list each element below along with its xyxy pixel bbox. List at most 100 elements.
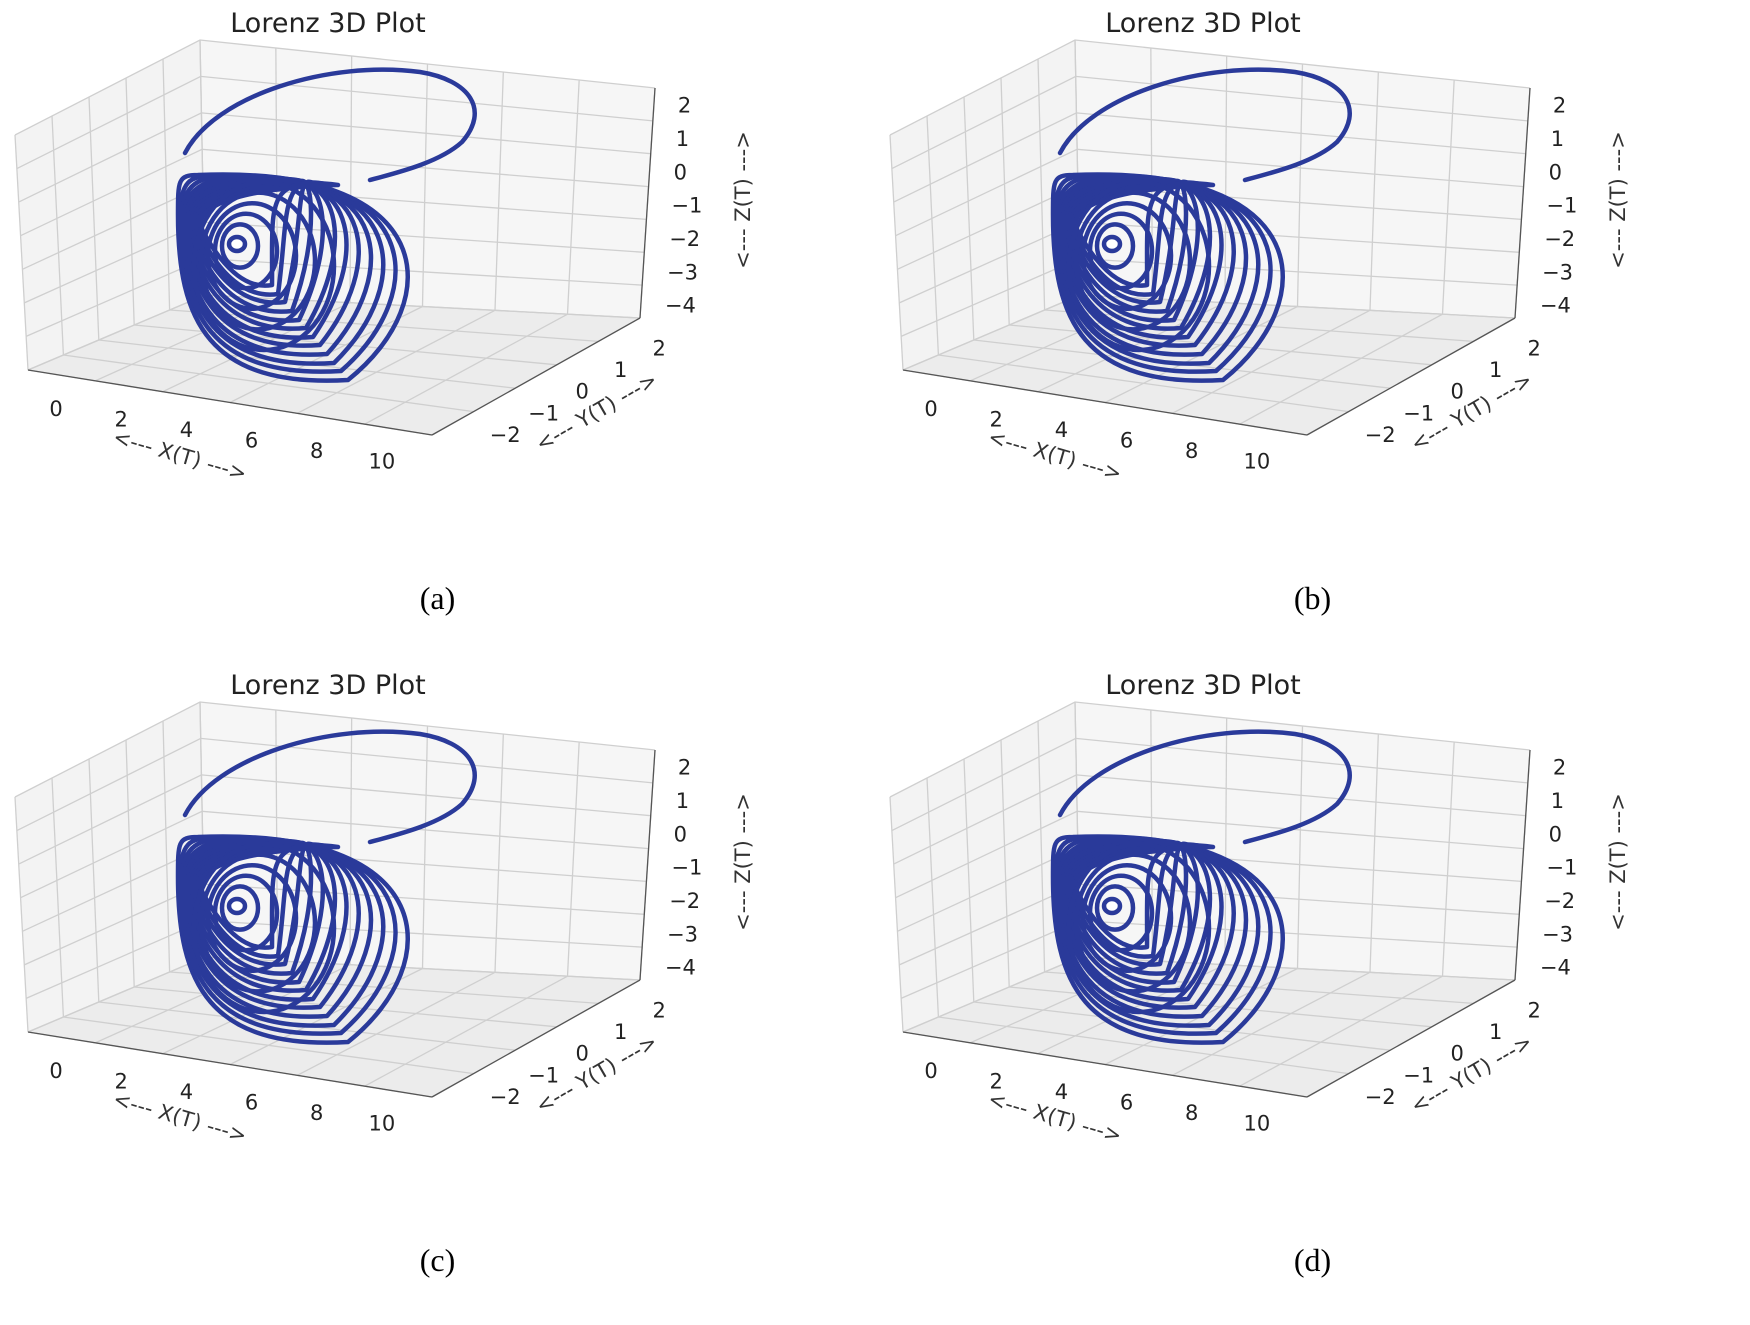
y-axis-line bbox=[1306, 317, 1516, 436]
x-axis-line bbox=[902, 369, 1308, 436]
grid-line bbox=[349, 717, 353, 965]
trajectory-loop bbox=[1052, 173, 1273, 374]
z-tick-label: −3 bbox=[1542, 260, 1573, 284]
grid-line bbox=[1000, 739, 1010, 988]
x-tick-label: 4 bbox=[180, 418, 193, 442]
z-tick-label: −1 bbox=[671, 194, 702, 218]
trajectory-loop bbox=[1052, 835, 1273, 1036]
chart-title: Lorenz 3D Plot bbox=[230, 670, 426, 701]
grid-line bbox=[1224, 717, 1228, 965]
z-axis-label: <--- Z(T) ---> bbox=[1606, 131, 1630, 269]
y-tick-label: −2 bbox=[490, 423, 521, 447]
grid-line bbox=[926, 115, 940, 356]
caption-b: (b) bbox=[1293, 580, 1332, 616]
grid-line bbox=[51, 777, 65, 1018]
trajectory-loop bbox=[179, 174, 386, 366]
z-tick-label: 1 bbox=[676, 789, 689, 813]
x-tick-label: 10 bbox=[1244, 1112, 1271, 1136]
grid-line bbox=[1296, 725, 1304, 969]
x-tick-label: 10 bbox=[369, 450, 396, 474]
grid-line bbox=[421, 63, 429, 307]
z-axis-line bbox=[639, 87, 656, 319]
grid-line bbox=[421, 725, 429, 969]
grid-line bbox=[889, 701, 1531, 798]
grid-line bbox=[494, 733, 504, 973]
trajectory-outer-arc bbox=[1057, 729, 1352, 845]
trajectory-core bbox=[226, 896, 248, 916]
y-axis-line bbox=[431, 979, 641, 1098]
x-tick-label: 0 bbox=[49, 1059, 62, 1083]
grid-line bbox=[926, 777, 940, 1018]
z-tick-label: 2 bbox=[678, 756, 691, 780]
x-tick-label: 6 bbox=[1120, 1091, 1133, 1115]
grid-line bbox=[889, 39, 1531, 136]
grid-line bbox=[18, 112, 651, 203]
grid-line bbox=[1296, 63, 1304, 307]
grid-line bbox=[1000, 77, 1010, 326]
y-tick-label: −1 bbox=[528, 401, 559, 425]
x-tick-label: 0 bbox=[49, 397, 62, 421]
y-axis-line bbox=[431, 317, 641, 436]
y-tick-label: −1 bbox=[528, 1063, 559, 1087]
trajectory-core bbox=[226, 234, 248, 254]
panel-c: Lorenz 3D Plot 0 2 4 6 8 10 −2 −1 0 1 2 2 1 0 −1 −2 −3 −4 <… bbox=[0, 662, 875, 1324]
left-pane bbox=[15, 702, 205, 1032]
y-tick-label: −2 bbox=[1365, 1085, 1396, 1109]
z-tick-label: 1 bbox=[1551, 789, 1564, 813]
grid-line bbox=[162, 720, 171, 973]
z-tick-label: −4 bbox=[665, 956, 696, 980]
trajectory-loop bbox=[179, 836, 386, 1028]
z-tick-label: −2 bbox=[669, 889, 700, 913]
trajectory-loop bbox=[1062, 838, 1213, 993]
z-tick-label: −4 bbox=[665, 294, 696, 318]
x-tick-label: 0 bbox=[924, 397, 937, 421]
y-tick-label: 1 bbox=[1489, 1020, 1502, 1044]
grid-line bbox=[14, 796, 29, 1033]
x-tick-label: 0 bbox=[924, 1059, 937, 1083]
grid-line bbox=[889, 796, 904, 1033]
z-tick-label: −4 bbox=[1540, 956, 1571, 980]
trajectory-loop bbox=[1062, 176, 1213, 331]
z-tick-label: −4 bbox=[1540, 294, 1571, 318]
grid-line bbox=[963, 758, 975, 1003]
x-tick-label: 8 bbox=[1185, 439, 1198, 463]
y-tick-label: −2 bbox=[1365, 423, 1396, 447]
y-tick-label: 1 bbox=[614, 1020, 627, 1044]
z-tick-label: 2 bbox=[1553, 756, 1566, 780]
trajectory-spiral bbox=[1087, 873, 1155, 953]
grid-line bbox=[494, 71, 504, 311]
y-tick-label: 2 bbox=[1527, 998, 1540, 1022]
x-tick-label: 6 bbox=[1120, 429, 1133, 453]
chart-title: Lorenz 3D Plot bbox=[1105, 670, 1301, 701]
z-tick-label: −3 bbox=[667, 922, 698, 946]
trajectory-spiral bbox=[1073, 190, 1193, 332]
z-tick-label: −1 bbox=[1546, 194, 1577, 218]
y-tick-label: −2 bbox=[490, 1085, 521, 1109]
grid-line bbox=[1441, 741, 1455, 977]
x-tick-label: 10 bbox=[369, 1112, 396, 1136]
left-pane bbox=[890, 702, 1080, 1032]
grid-line bbox=[18, 774, 651, 865]
grid-line bbox=[20, 810, 649, 899]
trajectory-spiral bbox=[212, 873, 280, 953]
y-tick-label: 2 bbox=[652, 998, 665, 1022]
grid-line bbox=[963, 96, 975, 341]
z-tick-label: −2 bbox=[1544, 889, 1575, 913]
grid-line bbox=[1037, 720, 1046, 973]
grid-line bbox=[566, 741, 580, 977]
grid-line bbox=[566, 79, 580, 315]
grid-line bbox=[893, 774, 1526, 865]
trajectory-group bbox=[1050, 67, 1352, 383]
z-tick-label: 0 bbox=[1549, 822, 1562, 846]
grid-line bbox=[893, 112, 1526, 203]
trajectory-outer-arc bbox=[182, 67, 477, 183]
trajectory-spiral bbox=[219, 222, 261, 270]
y-tick-label: 0 bbox=[1450, 1042, 1463, 1066]
grid-line bbox=[891, 737, 1528, 832]
trajectory-spiral bbox=[212, 211, 280, 291]
trajectory-loop bbox=[177, 173, 398, 374]
